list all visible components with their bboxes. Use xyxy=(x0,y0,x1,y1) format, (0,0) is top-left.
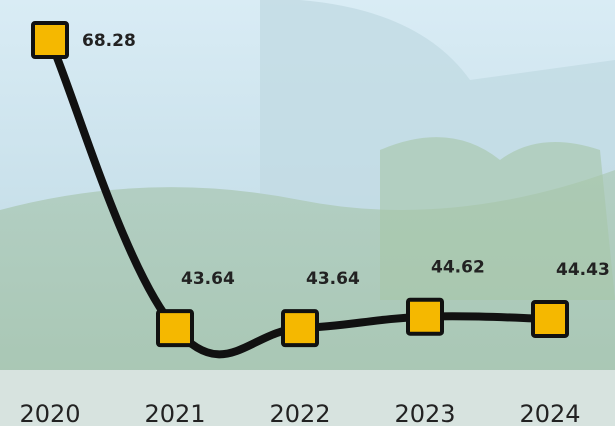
marker xyxy=(406,297,444,336)
value-label: 44.43 xyxy=(556,260,610,280)
marker xyxy=(531,299,569,338)
marker xyxy=(281,309,319,348)
x-tick-label: 2022 xyxy=(269,400,330,426)
value-label: 43.64 xyxy=(181,269,235,289)
data-line xyxy=(46,36,554,359)
value-label: 43.64 xyxy=(306,269,360,289)
x-tick-label: 2024 xyxy=(519,400,580,426)
x-tick-label: 2021 xyxy=(144,400,205,426)
marker xyxy=(31,21,69,59)
x-tick-label: 2023 xyxy=(394,400,455,426)
value-label: 44.62 xyxy=(431,258,485,278)
value-label: 68.28 xyxy=(82,31,136,51)
marker xyxy=(156,309,194,348)
x-tick-label: 2020 xyxy=(19,400,80,426)
